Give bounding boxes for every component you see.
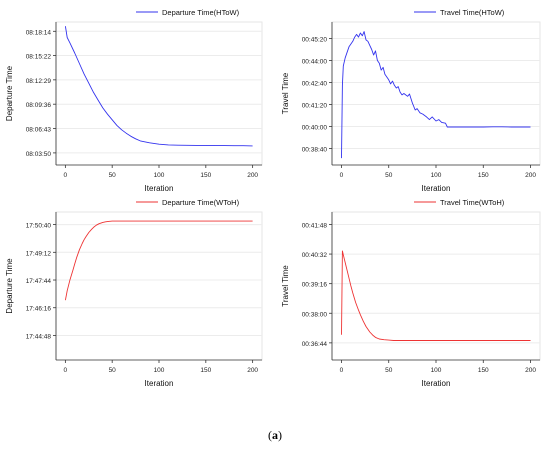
y-tick-label: 00:38:40 bbox=[302, 147, 328, 154]
x-tick-label: 0 bbox=[340, 367, 344, 374]
x-tick-label: 150 bbox=[200, 172, 211, 179]
x-tick-label: 0 bbox=[340, 172, 344, 179]
x-axis-label: Iteration bbox=[422, 379, 451, 388]
x-axis-label: Iteration bbox=[145, 379, 174, 388]
y-tick-label: 00:41:48 bbox=[302, 222, 328, 229]
figure-caption: (a) bbox=[0, 428, 550, 443]
legend-label: Departure Time(WToH) bbox=[162, 198, 240, 207]
y-tick-label: 00:39:16 bbox=[302, 282, 328, 289]
series-line bbox=[64, 26, 253, 147]
x-tick-label: 200 bbox=[247, 367, 258, 374]
y-tick-label: 08:18:14 bbox=[26, 29, 52, 36]
x-tick-label: 100 bbox=[154, 367, 165, 374]
x-tick-label: 50 bbox=[109, 367, 117, 374]
plot-frame bbox=[55, 211, 263, 361]
x-tick-label: 150 bbox=[200, 367, 211, 374]
legend-label: Travel Time(HToW) bbox=[440, 8, 505, 17]
y-tick-label: 00:40:00 bbox=[302, 125, 328, 132]
y-tick-label: 00:44:00 bbox=[302, 59, 328, 66]
caption-close: ) bbox=[278, 428, 282, 442]
x-tick-label: 50 bbox=[109, 172, 117, 179]
series-line bbox=[341, 31, 531, 159]
y-tick-label: 17:49:12 bbox=[26, 250, 52, 257]
y-tick-label: 08:15:22 bbox=[26, 53, 52, 60]
y-axis-label: Travel Time bbox=[281, 265, 290, 307]
y-tick-label: 17:47:44 bbox=[26, 278, 52, 285]
y-tick-label: 08:06:43 bbox=[26, 127, 52, 134]
y-tick-label: 17:44:48 bbox=[26, 333, 52, 340]
y-axis-label: Departure Time bbox=[5, 65, 14, 121]
x-tick-label: 200 bbox=[247, 172, 258, 179]
x-tick-label: 100 bbox=[154, 172, 165, 179]
y-tick-label: 00:36:44 bbox=[302, 341, 328, 348]
plot-frame bbox=[55, 21, 263, 166]
y-tick-label: 17:50:40 bbox=[26, 223, 52, 230]
y-axis-label: Departure Time bbox=[5, 258, 14, 314]
chart-panel-4: 00:36:44 00:38:00 00:39:16 00:40:32 00:41:48… bbox=[281, 198, 541, 388]
chart-panel-3: 17:44:48 17:46:16 17:47:44 17:49:12 17:50:40… bbox=[5, 198, 263, 388]
x-tick-label: 150 bbox=[478, 172, 489, 179]
series-line bbox=[64, 220, 253, 301]
x-axis-label: Iteration bbox=[145, 184, 174, 193]
x-tick-label: 50 bbox=[385, 367, 393, 374]
chart-panel-2: 00:38:40 00:40:00 00:41:20 00:42:40 00:44:00… bbox=[281, 8, 541, 193]
x-tick-label: 150 bbox=[478, 367, 489, 374]
y-tick-label: 17:46:16 bbox=[26, 306, 52, 313]
plot-frame bbox=[331, 21, 541, 166]
x-tick-label: 200 bbox=[525, 172, 536, 179]
y-tick-label: 00:42:40 bbox=[302, 81, 328, 88]
legend-label: Travel Time(WToH) bbox=[440, 198, 505, 207]
x-axis-label: Iteration bbox=[422, 184, 451, 193]
y-tick-label: 00:41:20 bbox=[302, 103, 328, 110]
legend-label: Departure Time(HToW) bbox=[162, 8, 240, 17]
x-tick-label: 100 bbox=[431, 172, 442, 179]
plot-frame bbox=[331, 211, 541, 361]
series-line bbox=[341, 250, 531, 341]
y-tick-label: 08:09:36 bbox=[26, 102, 52, 109]
y-tick-label: 00:40:32 bbox=[302, 252, 328, 259]
x-tick-label: 50 bbox=[385, 172, 393, 179]
y-tick-label: 00:38:00 bbox=[302, 311, 328, 318]
y-tick-label: 00:45:20 bbox=[302, 37, 328, 44]
y-tick-label: 08:03:50 bbox=[26, 151, 52, 158]
y-tick-label: 08:12:29 bbox=[26, 78, 52, 85]
x-tick-label: 0 bbox=[64, 367, 68, 374]
x-tick-label: 100 bbox=[431, 367, 442, 374]
y-axis-label: Travel Time bbox=[281, 72, 290, 114]
x-tick-label: 0 bbox=[64, 172, 68, 179]
chart-panel-1: 08:03:50 08:06:43 08:09:36 08:12:29 08:15:22… bbox=[5, 8, 263, 193]
x-tick-label: 200 bbox=[525, 367, 536, 374]
caption-open: ( bbox=[268, 428, 272, 442]
caption-letter: a bbox=[272, 428, 278, 442]
